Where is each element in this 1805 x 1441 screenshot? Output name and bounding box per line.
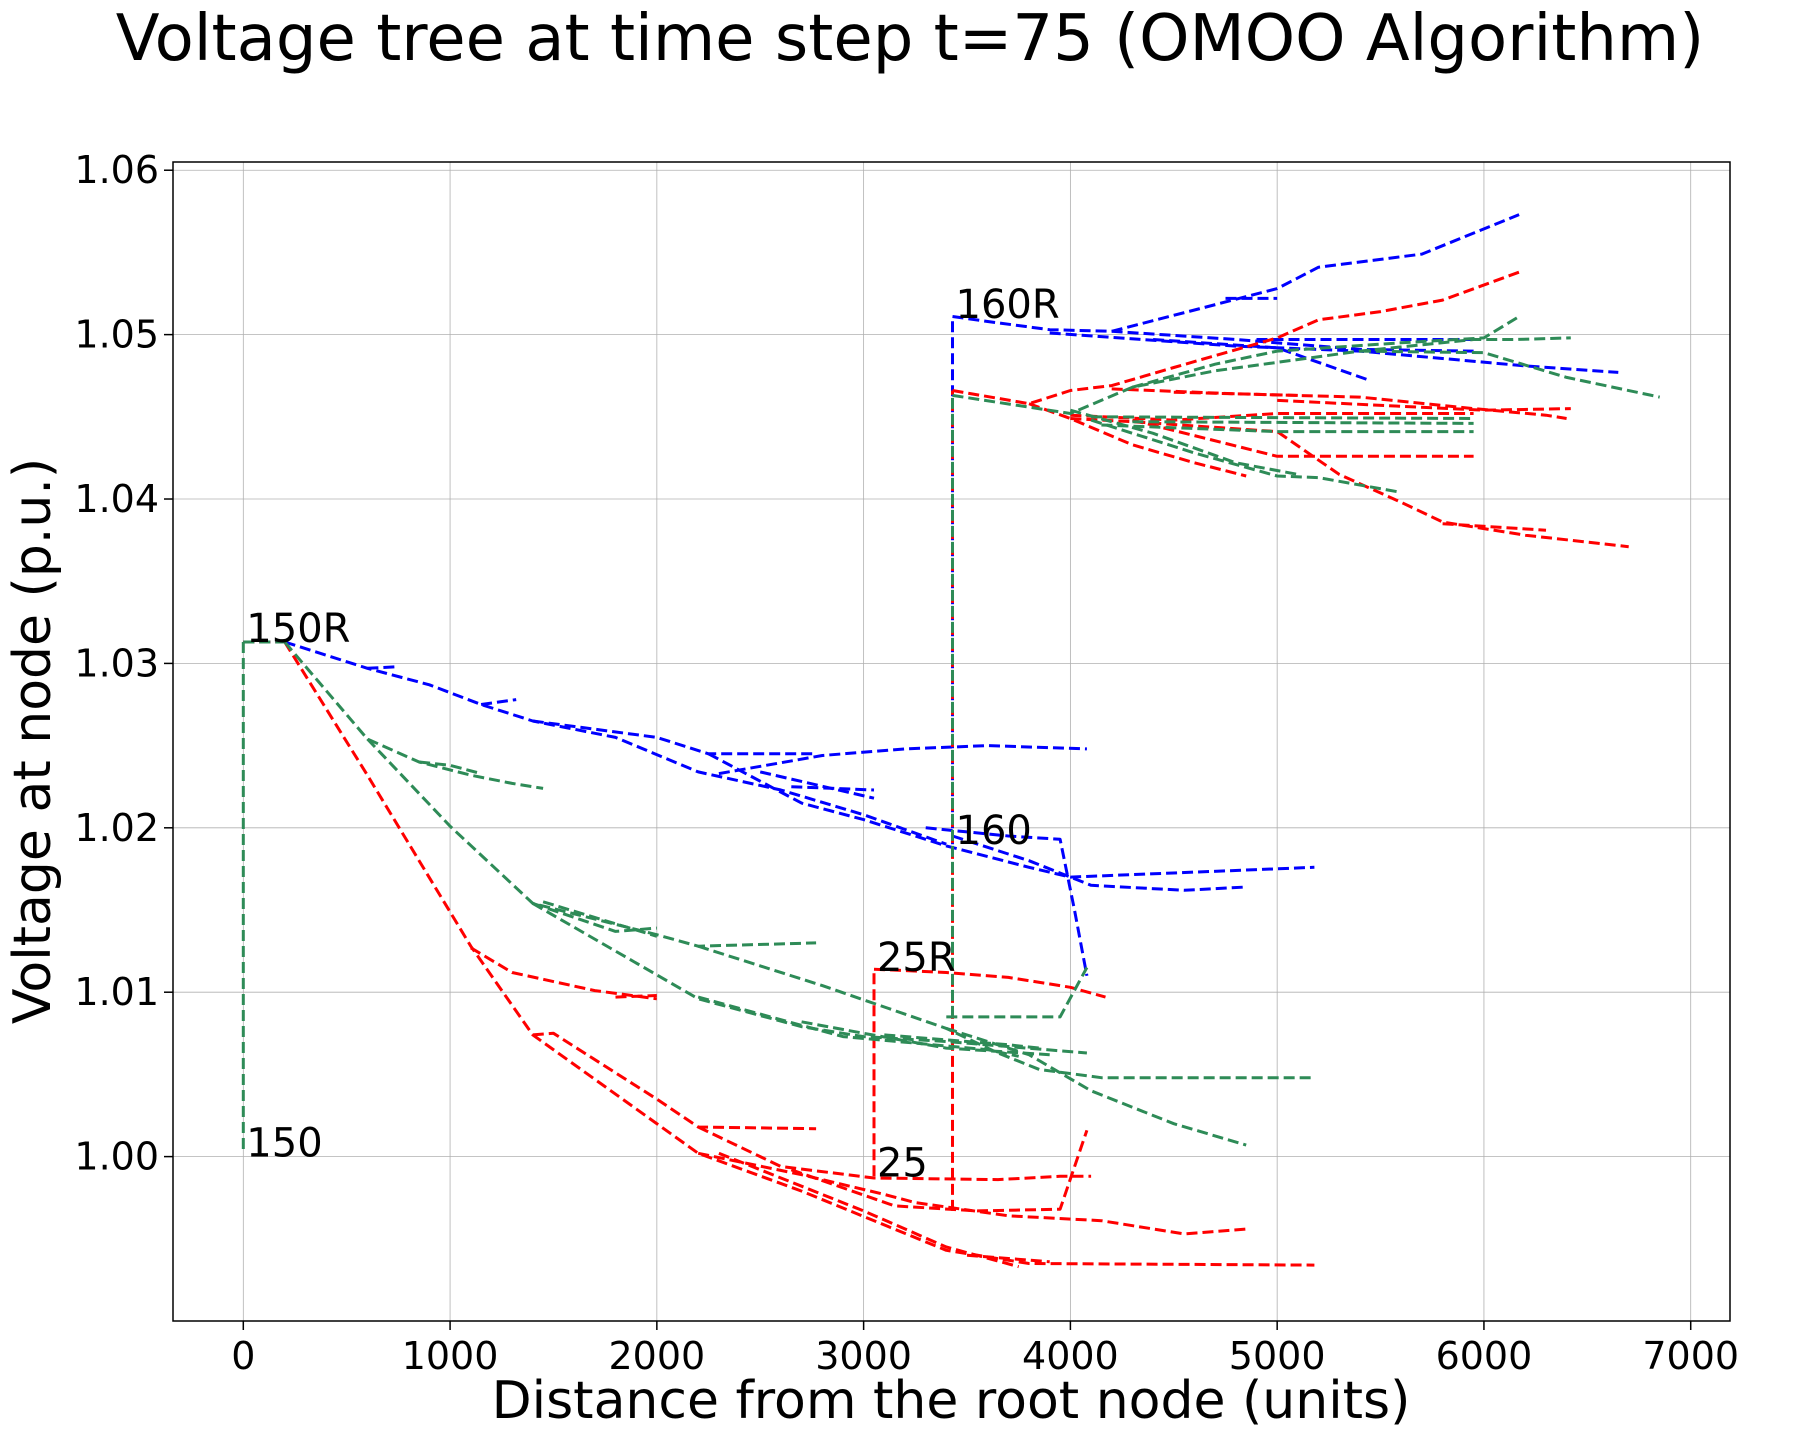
series-line-segment [718, 1151, 1020, 1269]
series-line-segment [367, 665, 399, 670]
series-line-segment [884, 1033, 1040, 1050]
series-line-segment [480, 698, 517, 706]
series-line-segment [1111, 213, 1520, 333]
series-line-segment [952, 834, 1247, 892]
series-line-segment [697, 1125, 1092, 1182]
node-label: 150 [246, 1121, 322, 1167]
y-tick-label: 1.04 [74, 477, 159, 521]
series-line-segment [952, 336, 1571, 415]
x-tick-label: 1000 [402, 1334, 499, 1378]
x-tick-label: 5000 [1229, 1334, 1326, 1378]
node-label: 160 [956, 808, 1032, 854]
x-tick-label: 2000 [608, 1334, 705, 1378]
y-tick-label: 1.05 [74, 313, 159, 357]
series-line-segment [707, 752, 1315, 879]
series-line-segment [283, 641, 544, 790]
series-line-segment [946, 966, 1089, 1019]
series-line-segment [532, 1031, 817, 1131]
series-line-segment [615, 994, 657, 999]
node-label: 160R [956, 282, 1060, 328]
series-line-segment [532, 719, 817, 756]
series-line-segment [1028, 402, 1247, 478]
series-line-segment [697, 944, 1315, 1080]
series-line-segment [966, 1253, 1050, 1264]
x-tick-label: 3000 [815, 1334, 912, 1378]
node-label: 25R [877, 935, 956, 981]
x-tick-label: 0 [231, 1334, 255, 1378]
series-line-segment [873, 967, 1106, 999]
series-line-segment [532, 902, 1088, 1055]
series-line-segment [1090, 418, 1402, 494]
y-axis-label: Voltage at node (p.u.) [3, 458, 63, 1024]
node-label: 25 [877, 1140, 928, 1186]
series-line-segment [791, 785, 875, 792]
x-tick-label: 6000 [1436, 1334, 1533, 1378]
node-label: 150R [246, 606, 350, 652]
series-line-segment [1070, 417, 1629, 549]
series-line-segment [759, 770, 875, 800]
series-line-segment [1442, 522, 1547, 532]
series-line-segment [1070, 412, 1474, 422]
series-line-segment [542, 900, 658, 938]
y-tick-label: 1.03 [74, 641, 159, 685]
x-tick-label: 7000 [1642, 1334, 1739, 1378]
axis-ticks: 0 1000 2000 3000 4000 5000 6000 7000 1.00 1.01 1.0… [74, 148, 1739, 1378]
series-line-segment [952, 270, 1520, 406]
series-line-segment [1069, 408, 1299, 476]
x-axis-label: Distance from the root node (units) [492, 1371, 1411, 1431]
x-tick-label: 4000 [1022, 1334, 1119, 1378]
node-annotations: 150R 150 160R 160 25R 25 [246, 282, 1059, 1186]
y-tick-label: 1.00 [74, 1135, 159, 1179]
y-tick-label: 1.01 [74, 970, 159, 1014]
series-line-segment [1132, 420, 1474, 425]
series-line-segment [470, 946, 657, 1001]
plot-area-frame [172, 161, 1731, 1322]
series-phase-C [241, 315, 1661, 1152]
series-line-segment [718, 744, 1087, 776]
series-line-segment [925, 826, 1089, 977]
series-phase-B [243, 270, 1629, 1269]
chart-title: Voltage tree at time step t=75 (OMOO Alg… [116, 2, 1704, 76]
series-line-segment [1277, 398, 1571, 412]
series-line-segment [418, 760, 482, 776]
series-line-segment [532, 901, 657, 933]
series-line-segment [284, 640, 947, 846]
series-line-segment [801, 1020, 1050, 1057]
y-tick-label: 1.02 [74, 806, 159, 850]
series-line-segment [1132, 418, 1474, 458]
series-line-segment [945, 1026, 1247, 1147]
series-line-segment [1359, 349, 1661, 399]
plot-lines [241, 213, 1661, 1269]
series-line-segment [1101, 423, 1474, 434]
series-line-segment [790, 1129, 1089, 1213]
series-line-segment [1131, 315, 1520, 389]
y-tick-label: 1.06 [74, 148, 159, 192]
